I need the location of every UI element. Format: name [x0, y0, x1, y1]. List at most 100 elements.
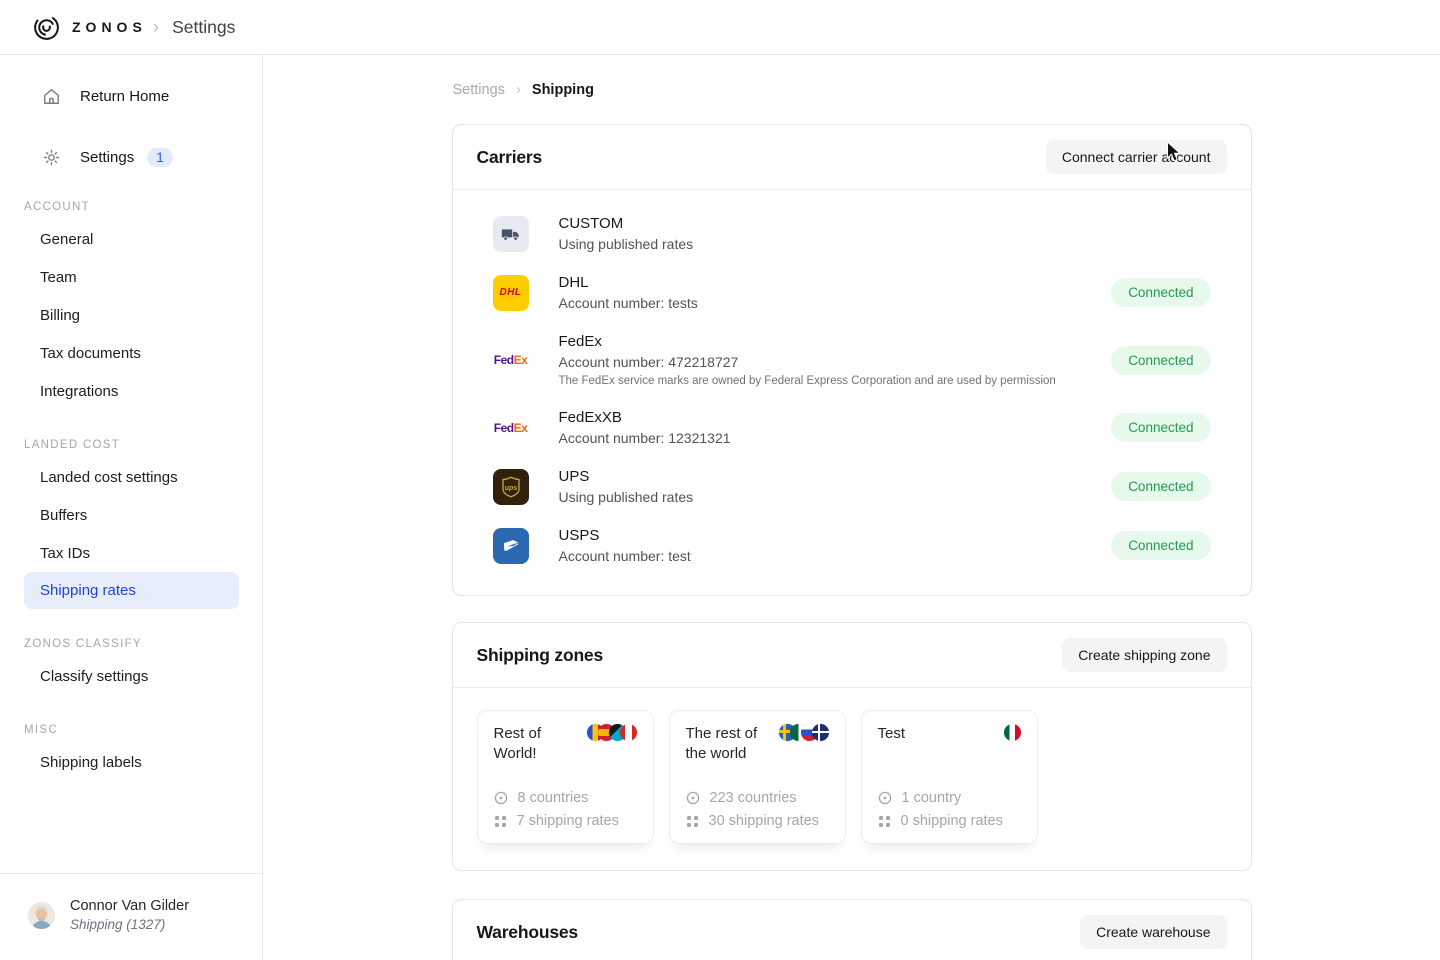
carrier-subtitle: Using published rates [558, 489, 694, 505]
top-bar: ZONOS › Settings [0, 0, 1440, 55]
create-shipping-zone-button[interactable]: Create shipping zone [1062, 638, 1227, 672]
ups-logo-icon: ups [492, 468, 529, 505]
section-title: ACCOUNT [24, 201, 90, 213]
sidebar-item-buffers[interactable]: Buffers [40, 506, 88, 524]
section-title: LANDED COST [24, 439, 121, 451]
sidebar-item-team[interactable]: Team [40, 268, 77, 286]
breadcrumb-current: Shipping [531, 81, 594, 98]
shipping-zones-panel: Shipping zones Create shipping zone Rest… [451, 622, 1252, 871]
custom-carrier-truck-icon [492, 215, 529, 252]
sidebar-item-billing[interactable]: Billing [40, 306, 81, 324]
sidebar-item-tax-documents[interactable]: Tax documents [40, 344, 141, 362]
carrier-row-ups[interactable]: ups UPS Using published rates Connected [453, 457, 1251, 516]
carrier-trademark-note: The FedEx service marks are owned by Fed… [558, 375, 1056, 387]
status-badge: Connected [1111, 472, 1211, 501]
carrier-row-fedex[interactable]: FedEx FedEx Account number: 472218727 Th… [453, 322, 1251, 398]
chevron-right-icon: › [515, 81, 521, 98]
shipping-zones-title: Shipping zones [476, 644, 604, 665]
status-badge: Connected [1111, 345, 1211, 375]
carrier-subtitle: Account number: 472218727 [558, 354, 739, 370]
flag-australia-icon [811, 724, 829, 741]
carrier-row-usps[interactable]: USPS Account number: test Connected [453, 516, 1251, 575]
rates-grid-icon [878, 815, 890, 827]
breadcrumb-settings-link[interactable]: Settings [452, 81, 505, 98]
chevron-right-icon: › [152, 16, 160, 38]
rates-grid-icon [686, 815, 698, 827]
zone-rates: 30 shipping rates [686, 813, 829, 829]
carrier-name: CUSTOM [558, 215, 624, 232]
zone-flags [778, 724, 829, 742]
sidebar-item-label: Settings [80, 148, 135, 166]
avatar [28, 901, 55, 929]
zone-card-the-rest-of-the-world[interactable]: The rest of the world 223 countries [668, 710, 846, 844]
zone-rates: 0 shipping rates [878, 813, 1021, 829]
zone-countries: 8 countries [494, 790, 637, 806]
sidebar-item-settings[interactable]: Settings 1 [0, 142, 262, 172]
svg-text:ups: ups [504, 483, 517, 491]
sidebar-section-landed-cost: LANDED COST Landed cost settings Buffers… [0, 439, 262, 609]
fedex-logo-icon: FedEx [493, 353, 528, 367]
sidebar-section-zonos-classify: ZONOS CLASSIFY Classify settings [0, 638, 262, 695]
user-name: Connor Van Gilder [70, 898, 190, 914]
fedex-logo-icon: FedEx [493, 420, 528, 435]
sidebar-user-footer[interactable]: Connor Van Gilder Shipping (1327) [0, 873, 262, 960]
sidebar-item-return-home[interactable]: Return Home [0, 81, 262, 111]
carrier-subtitle: Account number: 12321321 [558, 430, 731, 446]
sidebar-item-general[interactable]: General [40, 230, 94, 248]
usps-logo-icon [492, 527, 529, 564]
sidebar-item-tax-ids[interactable]: Tax IDs [40, 544, 91, 562]
sidebar-item-shipping-labels[interactable]: Shipping labels [40, 753, 142, 771]
zone-card-test[interactable]: Test 1 country 0 shipping rates [860, 710, 1038, 844]
globe-icon [878, 791, 891, 805]
zone-card-list: Rest of World! 8 countries [453, 688, 1251, 870]
sidebar-section-misc: MISC Shipping labels [0, 724, 262, 781]
breadcrumb: Settings › Shipping [452, 81, 1252, 98]
user-role: Shipping (1327) [70, 917, 166, 932]
globe-icon [686, 791, 699, 805]
carrier-name: UPS [558, 468, 590, 485]
carriers-title: Carriers [476, 146, 543, 167]
zonos-logo-icon [34, 14, 59, 40]
carrier-name: DHL [558, 274, 589, 291]
zone-name: Test [877, 725, 906, 742]
carrier-row-custom[interactable]: CUSTOM Using published rates [453, 204, 1251, 263]
topbar-page-title: Settings [172, 16, 236, 37]
home-icon [44, 88, 59, 104]
connect-carrier-account-button[interactable]: Connect carrier account [1045, 140, 1227, 174]
status-badge: Connected [1111, 413, 1211, 442]
warehouses-panel: Warehouses Create warehouse [451, 899, 1252, 960]
rates-grid-icon [494, 815, 506, 827]
zone-name: Rest of World! [493, 725, 542, 762]
carrier-row-dhl[interactable]: DHL DHL Account number: tests Connected [453, 263, 1251, 322]
status-badge: Connected [1111, 278, 1211, 307]
sidebar-item-shipping-rates[interactable]: Shipping rates [24, 572, 239, 609]
carriers-panel: Carriers Connect carrier account [451, 124, 1252, 596]
globe-icon [494, 791, 507, 805]
dhl-logo-icon: DHL [492, 274, 529, 311]
zone-flags [586, 724, 637, 742]
sidebar-item-classify-settings[interactable]: Classify settings [40, 667, 149, 685]
brand-name[interactable]: ZONOS [72, 19, 147, 35]
carrier-subtitle: Using published rates [558, 236, 694, 252]
carrier-name: FedExXB [558, 409, 622, 426]
sidebar-item-landed-cost-settings[interactable]: Landed cost settings [40, 468, 178, 486]
carrier-subtitle: Account number: tests [558, 295, 698, 311]
zone-countries: 1 country [878, 790, 1021, 806]
sidebar-item-integrations[interactable]: Integrations [40, 382, 119, 400]
carrier-row-fedexxb[interactable]: FedEx FedExXB Account number: 12321321 C… [453, 398, 1251, 457]
warehouses-title: Warehouses [476, 921, 579, 942]
sidebar-item-label: Return Home [80, 87, 170, 105]
carrier-name: FedEx [558, 333, 602, 350]
zone-card-rest-of-world[interactable]: Rest of World! 8 countries [476, 710, 654, 844]
zone-countries: 223 countries [686, 790, 829, 806]
flag-canada-icon [619, 724, 637, 741]
section-title: ZONOS CLASSIFY [24, 638, 142, 650]
create-warehouse-button[interactable]: Create warehouse [1080, 915, 1227, 949]
sidebar-section-account: ACCOUNT General Team Billing Tax documen… [0, 201, 262, 410]
sidebar: Return Home Settings 1 ACCOUNT General T… [0, 55, 263, 960]
settings-count-badge: 1 [147, 147, 173, 167]
section-title: MISC [24, 724, 58, 736]
carrier-subtitle: Account number: test [558, 548, 691, 564]
carrier-name: USPS [558, 527, 600, 544]
zone-name: The rest of the world [685, 725, 758, 762]
